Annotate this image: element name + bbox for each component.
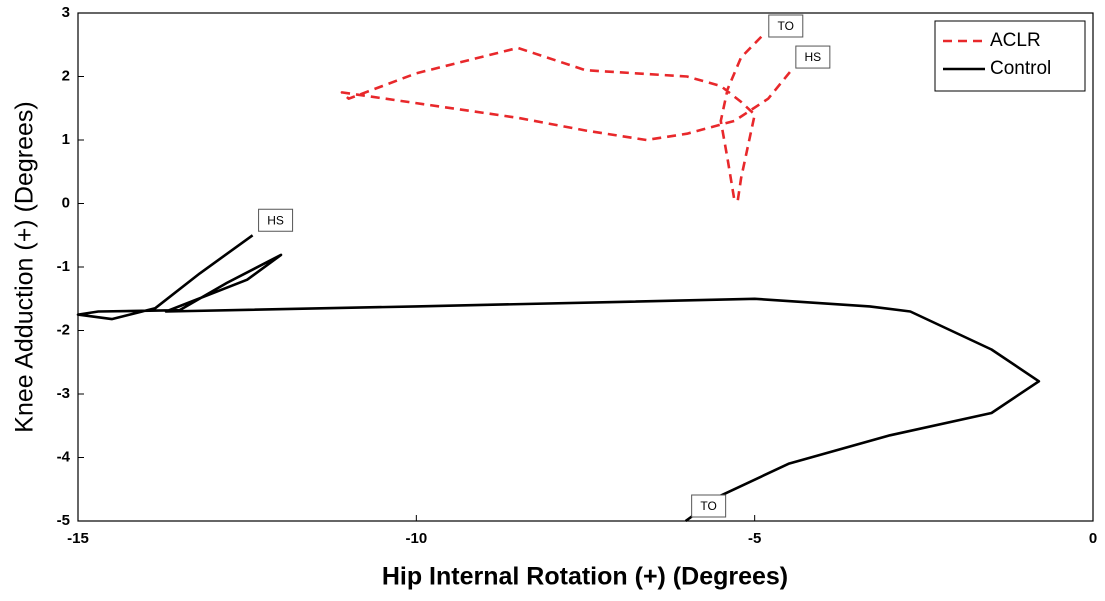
y-tick-label: 2 bbox=[62, 67, 70, 84]
y-tick-label: -2 bbox=[57, 321, 70, 338]
x-tick-label: -10 bbox=[405, 530, 427, 547]
annotation-box bbox=[691, 494, 727, 518]
annotation: TO bbox=[778, 19, 794, 33]
legend-label: Control bbox=[990, 58, 1051, 79]
legend-box bbox=[934, 20, 1086, 92]
annotation-box bbox=[258, 208, 294, 232]
y-tick-label: -4 bbox=[57, 448, 71, 465]
annotation: TO bbox=[700, 499, 716, 513]
y-axis-label: Knee Adduction (+) (Degrees) bbox=[11, 101, 39, 432]
annotation-box bbox=[795, 45, 831, 69]
y-tick-label: -1 bbox=[57, 258, 70, 275]
series-line bbox=[76, 234, 1041, 523]
y-tick-label: -3 bbox=[57, 385, 70, 402]
x-tick-label: 0 bbox=[1089, 530, 1097, 547]
x-tick-label: -5 bbox=[748, 530, 761, 547]
annotation: HS bbox=[267, 213, 284, 227]
series-line bbox=[340, 34, 791, 202]
annotation-box bbox=[768, 14, 804, 38]
y-tick-label: -5 bbox=[57, 512, 70, 529]
y-tick-label: 0 bbox=[62, 194, 70, 211]
legend-label: ACLR bbox=[990, 30, 1041, 51]
y-tick-label: 3 bbox=[62, 4, 70, 21]
x-axis-label: Hip Internal Rotation (+) (Degrees) bbox=[382, 563, 788, 591]
y-tick-label: 1 bbox=[62, 131, 70, 148]
annotation: HS bbox=[805, 50, 822, 64]
x-tick-label: -15 bbox=[67, 530, 89, 547]
